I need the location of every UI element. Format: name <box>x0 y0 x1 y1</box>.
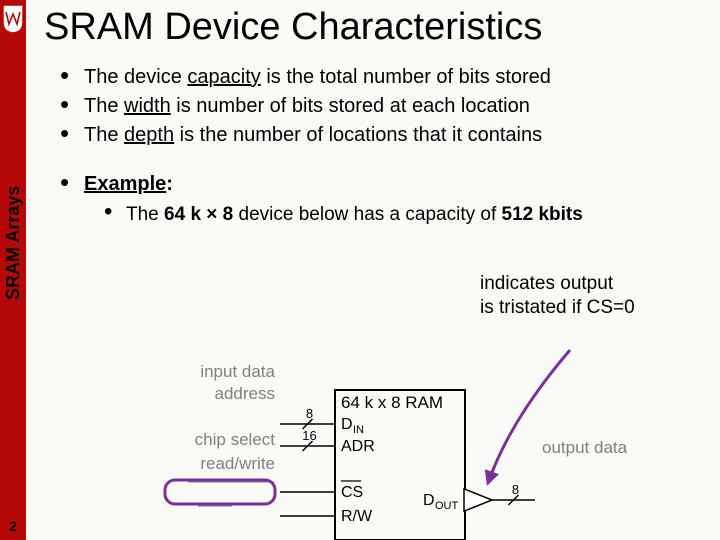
slide: SRAM Arrays SRAM Device Characteristics … <box>0 0 720 540</box>
b1-pre: The device <box>84 66 187 88</box>
label-chip-select: chip select <box>170 430 275 450</box>
svg-text:8: 8 <box>512 482 519 497</box>
sub-pre: The <box>126 204 164 225</box>
sub-bold1: 64 k × 8 <box>164 204 233 225</box>
svg-text:OUT: OUT <box>435 500 459 512</box>
b1-underline: capacity <box>187 66 260 88</box>
bullet-3: • The depth is the number of locations t… <box>60 122 700 149</box>
bullet-dot-icon: • <box>104 202 126 228</box>
svg-text:64 k x 8 RAM: 64 k x 8 RAM <box>341 393 443 412</box>
side-section-label: SRAM Arrays <box>3 186 24 300</box>
bullet-dot-icon: • <box>60 93 84 120</box>
svg-text:R/W: R/W <box>341 508 373 525</box>
label-input-data: input data <box>185 362 275 382</box>
sub-bold2: 512 kbits <box>502 204 583 225</box>
svg-text:8: 8 <box>306 406 313 421</box>
sub-mid: device below has a capacity of <box>233 204 501 225</box>
tristate-note: indicates output is tristated if CS=0 <box>480 272 635 320</box>
label-address: address <box>185 384 275 404</box>
crest-icon <box>2 4 24 34</box>
sram-diagram: 64 k x 8 RAM8DIN16ADRCSR/WDOUT8 input da… <box>90 330 670 520</box>
page-number: 2 <box>4 518 22 534</box>
b3-underline: depth <box>124 124 174 146</box>
bullet-dot-icon: • <box>60 64 84 91</box>
label-output-data: output data <box>542 438 627 458</box>
label-read-write: read/write <box>170 454 275 474</box>
svg-text:CS: CS <box>341 484 363 501</box>
sub-bullet: • The 64 k × 8 device below has a capaci… <box>104 202 700 228</box>
b3-post: is the number of locations that it conta… <box>174 124 542 146</box>
svg-text:D: D <box>341 416 353 433</box>
b2-pre: The <box>84 95 124 117</box>
tristate-line2: is tristated if CS=0 <box>480 296 635 320</box>
bullet-example: • Example: <box>60 171 700 198</box>
bullet-1: • The device capacity is the total numbe… <box>60 64 700 91</box>
bullet-dot-icon: • <box>60 171 84 198</box>
b3-pre: The <box>84 124 124 146</box>
example-label: Example <box>84 173 166 195</box>
bullet-dot-icon: • <box>60 122 84 149</box>
b2-post: is number of bits stored at each locatio… <box>171 95 530 117</box>
svg-text:ADR: ADR <box>341 438 375 455</box>
slide-title: SRAM Device Characteristics <box>44 6 542 49</box>
svg-text:IN: IN <box>353 424 364 436</box>
body: • The device capacity is the total numbe… <box>60 64 700 228</box>
b1-post: is the total number of bits stored <box>261 66 551 88</box>
svg-text:16: 16 <box>302 428 316 443</box>
b2-underline: width <box>124 95 171 117</box>
svg-text:D: D <box>423 492 435 509</box>
tristate-line1: indicates output <box>480 272 635 296</box>
bullet-2: • The width is number of bits stored at … <box>60 93 700 120</box>
